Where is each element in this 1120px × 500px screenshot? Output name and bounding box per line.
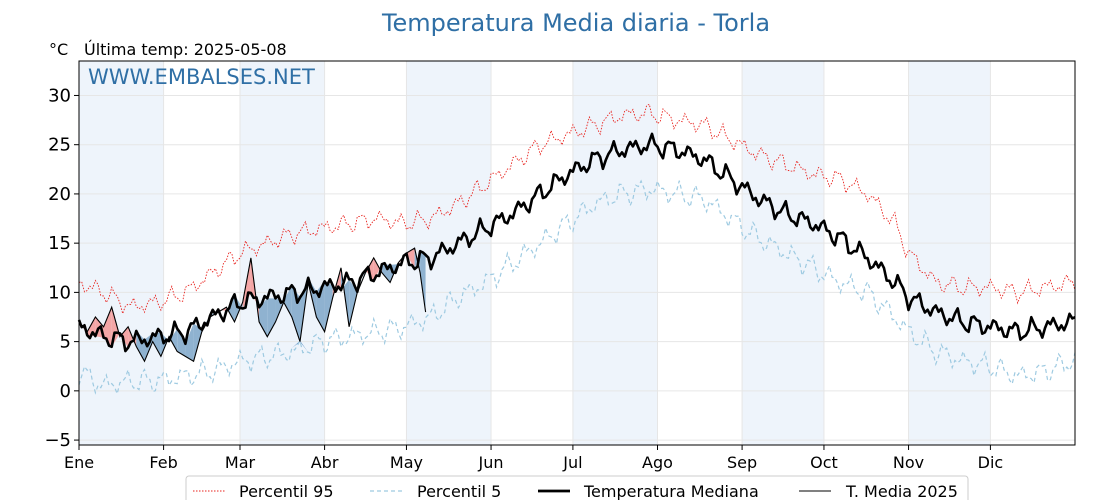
fill-below-median	[349, 279, 358, 327]
fill-above-median	[406, 248, 415, 269]
legend-box	[185, 475, 969, 500]
x-tick-label-Ago: Ago	[642, 453, 673, 472]
month-shade-Mar	[239, 61, 325, 445]
chart-title: Temperatura Media diaria - Torla	[381, 9, 770, 37]
x-tick-label-Jul: Jul	[562, 453, 582, 472]
fill-below-median	[283, 285, 292, 317]
y-tick-label: 15	[48, 233, 71, 254]
fill-below-median	[193, 323, 202, 362]
series-lines	[77, 103, 1076, 396]
month-shade-Nov	[908, 61, 991, 445]
fill-below-median	[136, 330, 145, 362]
fill-below-median	[324, 281, 333, 332]
fill-below-median	[185, 323, 194, 362]
series-mediana-line	[77, 132, 1076, 353]
y-tick-label: 20	[48, 184, 71, 205]
fill-below-median	[259, 298, 268, 337]
y-tick-label: 25	[48, 135, 71, 156]
fill-below-median	[169, 328, 178, 352]
legend: Percentil 95 Percentil 5 Temperatura Med…	[185, 475, 969, 500]
x-tick-label-Dic: Dic	[978, 453, 1004, 472]
x-tick-label-Abr: Abr	[311, 453, 339, 472]
fill-below-median	[267, 298, 276, 337]
legend-label-media2025: T. Media 2025	[845, 482, 958, 500]
x-tick-label-Sep: Sep	[727, 453, 757, 472]
series-media-2025-line	[78, 247, 427, 363]
fill-below-median	[177, 328, 186, 357]
y-unit-label: °C	[49, 40, 68, 59]
month-shading	[79, 61, 991, 445]
y-tick-label: 0	[60, 381, 71, 402]
series-percentil-5-line	[78, 178, 1076, 396]
month-shade-Ene	[79, 61, 164, 445]
plot-frame	[78, 60, 1076, 446]
y-tick-label: 30	[48, 85, 71, 106]
x-tick-label-Nov: Nov	[893, 453, 924, 472]
series-percentil-95-line	[78, 103, 1076, 316]
x-tick-label-Mar: Mar	[225, 453, 256, 472]
month-shade-Sep	[742, 61, 824, 445]
x-tick-label-Ene: Ene	[64, 453, 94, 472]
y-tick-label: 5	[60, 332, 71, 353]
x-tick-label-May: May	[390, 453, 423, 472]
y-tick-label: 10	[48, 282, 71, 303]
x-tick-label-Oct: Oct	[810, 453, 838, 472]
last-temp-label: Última temp: 2025-05-08	[84, 40, 287, 59]
fill-below-median	[152, 332, 161, 357]
fill-below-p5	[300, 340, 309, 353]
legend-label-p95: Percentil 95	[239, 482, 334, 500]
x-axis: Ene Feb Mar Abr May Jun Jul Ago Sep Oct Nov Dic	[64, 445, 1003, 472]
y-axis: −5 0 5 10 15 20 25 30	[44, 85, 79, 451]
fill-below-median	[420, 251, 426, 313]
legend-label-p5: Percentil 5	[417, 482, 501, 500]
legend-label-mediana: Temperatura Mediana	[583, 482, 759, 500]
fill-below-p5	[291, 340, 301, 349]
x-tick-label-Feb: Feb	[149, 453, 177, 472]
x-tick-label-Jun: Jun	[478, 453, 504, 472]
y-tick-label: −5	[44, 430, 71, 451]
month-shade-Jul	[572, 61, 658, 445]
watermark: WWW.EMBALSES.NET	[88, 65, 315, 89]
fill-above-median	[103, 307, 112, 347]
